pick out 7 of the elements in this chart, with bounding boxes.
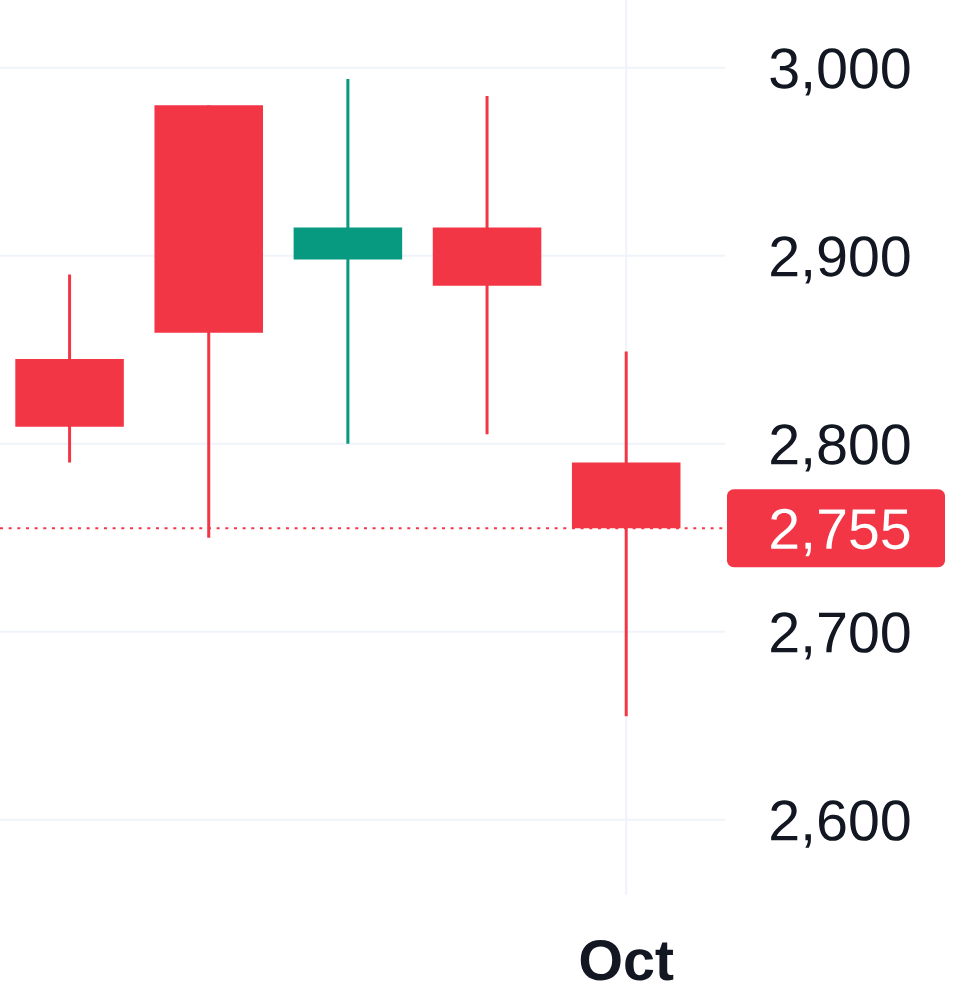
y-tick-label: 3,000 xyxy=(770,48,910,96)
x-tick-label: Oct xyxy=(580,939,674,981)
ref-line-label: 2,755 xyxy=(771,508,910,557)
y-tick-label: 2,800 xyxy=(771,424,910,472)
y-tick-label: 2,900 xyxy=(771,236,910,284)
y-tick-label: 2,700 xyxy=(771,612,910,660)
y-tick-label: 2,600 xyxy=(771,800,910,848)
